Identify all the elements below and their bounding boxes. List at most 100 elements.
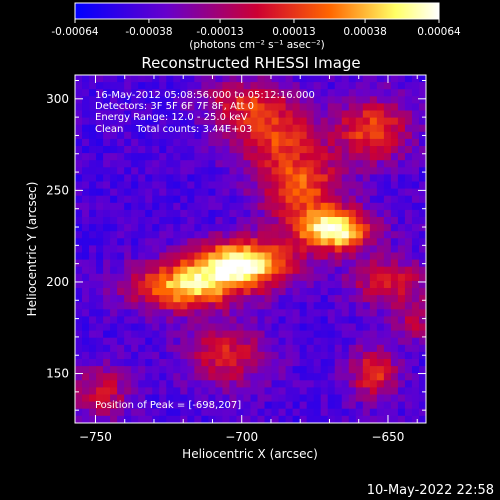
heatmap-cell bbox=[236, 394, 244, 402]
heatmap-cell bbox=[187, 181, 195, 189]
heatmap-cell bbox=[285, 344, 294, 353]
heatmap-cell bbox=[327, 160, 336, 168]
heatmap-cell bbox=[348, 252, 357, 260]
heatmap-cell bbox=[390, 373, 399, 381]
heatmap-cell bbox=[250, 387, 258, 395]
heatmap-cell bbox=[187, 380, 195, 388]
heatmap-cell bbox=[145, 124, 153, 133]
heatmap-cell bbox=[96, 259, 104, 268]
heatmap-cell bbox=[299, 252, 308, 260]
heatmap-cell bbox=[89, 195, 97, 204]
heatmap-cell bbox=[292, 238, 301, 246]
heatmap-cell bbox=[117, 380, 125, 388]
heatmap-cell bbox=[208, 316, 216, 324]
heatmap-cell bbox=[271, 288, 279, 296]
heatmap-cell bbox=[278, 408, 286, 417]
heatmap-cell bbox=[376, 330, 385, 339]
heatmap-cell bbox=[243, 160, 251, 168]
heatmap-cell bbox=[229, 117, 237, 126]
heatmap-cell bbox=[145, 202, 153, 211]
heatmap-cell bbox=[138, 202, 146, 211]
heatmap-cell bbox=[404, 351, 413, 360]
heatmap-cell bbox=[201, 273, 209, 282]
heatmap-cell bbox=[355, 273, 364, 282]
heatmap-cell bbox=[75, 124, 83, 133]
heatmap-cell bbox=[173, 75, 181, 83]
heatmap-cell bbox=[362, 224, 371, 232]
heatmap-cell bbox=[376, 408, 385, 417]
heatmap-cell bbox=[110, 238, 118, 246]
heatmap-cell bbox=[313, 295, 322, 303]
heatmap-cell bbox=[369, 153, 378, 161]
heatmap-cell bbox=[138, 351, 146, 360]
heatmap-cell bbox=[236, 117, 244, 126]
heatmap-cell bbox=[397, 131, 406, 140]
heatmap-cell bbox=[397, 138, 406, 147]
y-tick-label: 150 bbox=[46, 367, 69, 381]
heatmap-cell bbox=[187, 309, 195, 317]
heatmap-cell bbox=[89, 224, 97, 232]
heatmap-cell bbox=[194, 167, 202, 175]
heatmap-cell bbox=[201, 302, 209, 310]
heatmap-cell bbox=[327, 266, 336, 275]
heatmap-cell bbox=[82, 415, 90, 423]
heatmap-cell bbox=[278, 380, 286, 388]
heatmap-cell bbox=[166, 245, 174, 253]
heatmap-cell bbox=[229, 337, 237, 346]
heatmap-cell bbox=[327, 295, 336, 303]
heatmap-cell bbox=[187, 75, 195, 83]
heatmap-cell bbox=[103, 415, 111, 423]
heatmap-cell bbox=[334, 238, 343, 246]
heatmap-cell bbox=[250, 415, 258, 423]
heatmap-cell bbox=[355, 167, 364, 175]
heatmap-cell bbox=[271, 217, 279, 225]
heatmap-cell bbox=[285, 75, 294, 83]
heatmap-cell bbox=[152, 401, 160, 410]
heatmap-cell bbox=[187, 323, 195, 331]
heatmap-cell bbox=[341, 323, 350, 331]
heatmap-cell bbox=[152, 195, 160, 204]
heatmap-cell bbox=[348, 202, 357, 211]
heatmap-cell bbox=[229, 387, 237, 395]
heatmap-cell bbox=[348, 387, 357, 395]
heatmap-cell bbox=[418, 82, 426, 90]
heatmap-cell bbox=[327, 422, 336, 423]
heatmap-cell bbox=[124, 401, 132, 410]
heatmap-cell bbox=[313, 252, 322, 260]
heatmap-cell bbox=[89, 273, 97, 282]
heatmap-cell bbox=[124, 408, 132, 417]
heatmap-cell bbox=[159, 117, 167, 126]
heatmap-cell bbox=[152, 138, 160, 147]
heatmap-cell bbox=[124, 351, 132, 360]
heatmap-cell bbox=[89, 146, 97, 154]
heatmap-cell bbox=[222, 131, 230, 140]
heatmap-cell bbox=[222, 75, 230, 83]
heatmap-cell bbox=[362, 302, 371, 310]
heatmap-cell bbox=[411, 195, 420, 204]
heatmap-cell bbox=[138, 160, 146, 168]
heatmap-cell bbox=[145, 366, 153, 374]
heatmap-cell bbox=[201, 415, 209, 423]
heatmap-cell bbox=[201, 387, 209, 395]
heatmap-cell bbox=[159, 380, 167, 388]
heatmap-cell bbox=[138, 245, 146, 253]
heatmap-cell bbox=[117, 110, 125, 118]
heatmap-cell bbox=[250, 160, 258, 168]
heatmap-cell bbox=[117, 209, 125, 218]
heatmap-cell bbox=[89, 245, 97, 253]
heatmap-cell bbox=[320, 359, 329, 367]
heatmap-cell bbox=[390, 288, 399, 296]
heatmap-cell bbox=[250, 96, 258, 104]
heatmap-cell bbox=[138, 330, 146, 339]
heatmap-cell bbox=[124, 138, 132, 147]
heatmap-cell bbox=[173, 195, 181, 204]
heatmap-cell bbox=[376, 351, 385, 360]
colorbar-tick-label: 0.00064 bbox=[417, 26, 461, 38]
heatmap-cell bbox=[257, 422, 265, 423]
heatmap-cell bbox=[222, 309, 230, 317]
heatmap-cell bbox=[117, 288, 125, 296]
heatmap-cell bbox=[313, 195, 322, 204]
heatmap-cell bbox=[166, 110, 174, 118]
heatmap-cell bbox=[411, 103, 420, 111]
heatmap-cell bbox=[327, 259, 336, 268]
